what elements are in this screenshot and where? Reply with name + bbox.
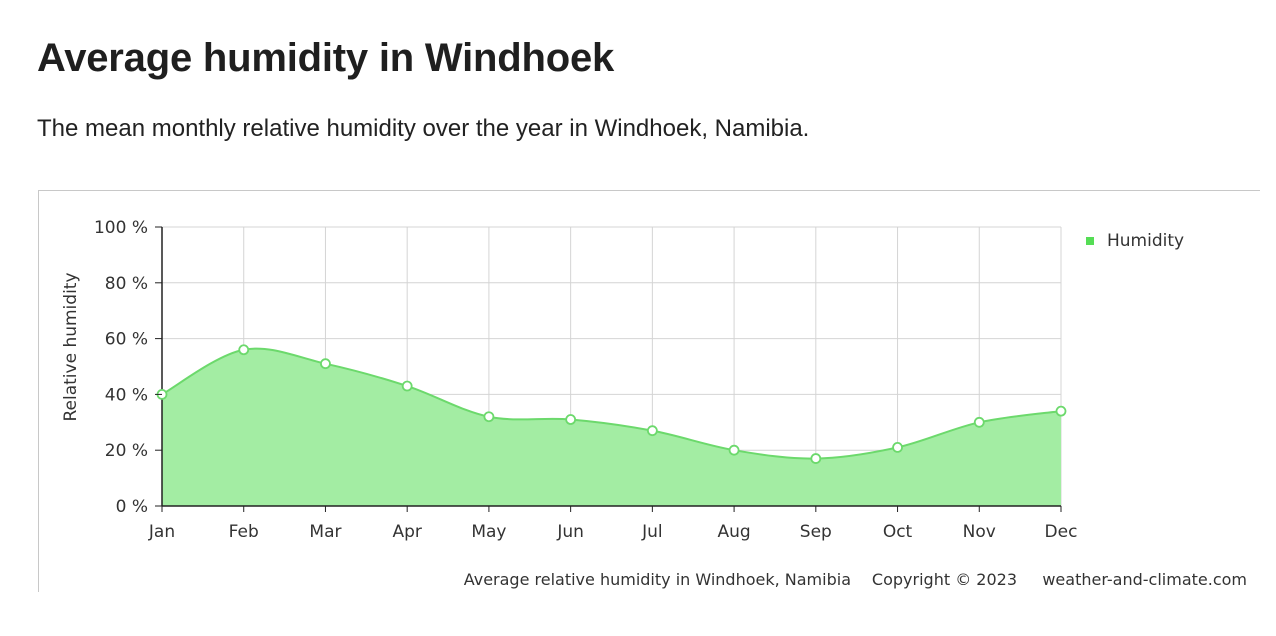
x-tick-label: Dec	[1045, 522, 1078, 542]
x-tick-label: Aug	[717, 522, 750, 542]
footer-chart-title: Average relative humidity in Windhoek, N…	[464, 570, 851, 589]
y-tick-label: 0 %	[116, 497, 148, 517]
x-axis-ticks: Jan Feb Mar Apr May Jun Jul Aug Sep Oct Nov Dec	[148, 506, 1078, 542]
x-tick-label: Nov	[963, 522, 996, 542]
data-point-mar[interactable]	[320, 358, 331, 370]
x-tick-label: Mar	[309, 522, 341, 542]
x-tick-label: Feb	[229, 522, 259, 542]
data-point-feb[interactable]	[238, 344, 250, 356]
humidity-area	[162, 348, 1061, 506]
page-title: Average humidity in Windhoek	[37, 36, 615, 80]
data-point-nov[interactable]	[973, 416, 985, 428]
axes	[161, 227, 1061, 507]
x-tick-label: Sep	[800, 522, 832, 542]
page-description: The mean monthly relative humidity over …	[37, 115, 810, 142]
data-point-jun[interactable]	[565, 414, 577, 425]
footer-source[interactable]: weather-and-climate.com	[1042, 570, 1247, 589]
data-point-apr[interactable]	[401, 380, 413, 392]
data-point-dec[interactable]	[1055, 405, 1067, 417]
legend-swatch	[1086, 237, 1094, 245]
footer-copyright: Copyright © 2023	[872, 570, 1017, 589]
chart-canvas: 0 % 20 % 40 % 60 % 80 % 100 % Jan Feb Mar Apr May…	[39, 191, 1261, 593]
y-tick-label: 80 %	[105, 274, 148, 294]
y-tick-label: 40 %	[105, 385, 148, 405]
data-point-sep[interactable]	[810, 453, 822, 464]
x-tick-label: Jul	[641, 522, 663, 542]
legend-label-humidity[interactable]: Humidity	[1107, 231, 1184, 251]
data-point-oct[interactable]	[892, 442, 903, 453]
x-tick-label: May	[471, 522, 506, 542]
x-tick-label: Jun	[556, 522, 584, 542]
y-axis-title: Relative humidity	[61, 272, 81, 421]
humidity-chart: 0 % 20 % 40 % 60 % 80 % 100 % Jan Feb Mar Apr May…	[38, 190, 1261, 593]
data-point-jul[interactable]	[646, 425, 658, 437]
humidity-line	[161, 347, 1062, 460]
data-points	[156, 344, 1067, 464]
legend[interactable]: Humidity	[1086, 231, 1184, 251]
x-tick-label: Apr	[392, 522, 421, 542]
x-tick-label: Jan	[148, 522, 175, 542]
y-axis-ticks: 0 % 20 % 40 % 60 % 80 % 100 %	[94, 218, 162, 517]
data-point-aug[interactable]	[728, 444, 740, 456]
x-tick-label: Oct	[883, 522, 913, 542]
y-tick-label: 60 %	[105, 330, 148, 350]
y-tick-label: 20 %	[105, 441, 148, 461]
y-tick-label: 100 %	[94, 218, 148, 238]
data-point-may[interactable]	[483, 411, 495, 423]
